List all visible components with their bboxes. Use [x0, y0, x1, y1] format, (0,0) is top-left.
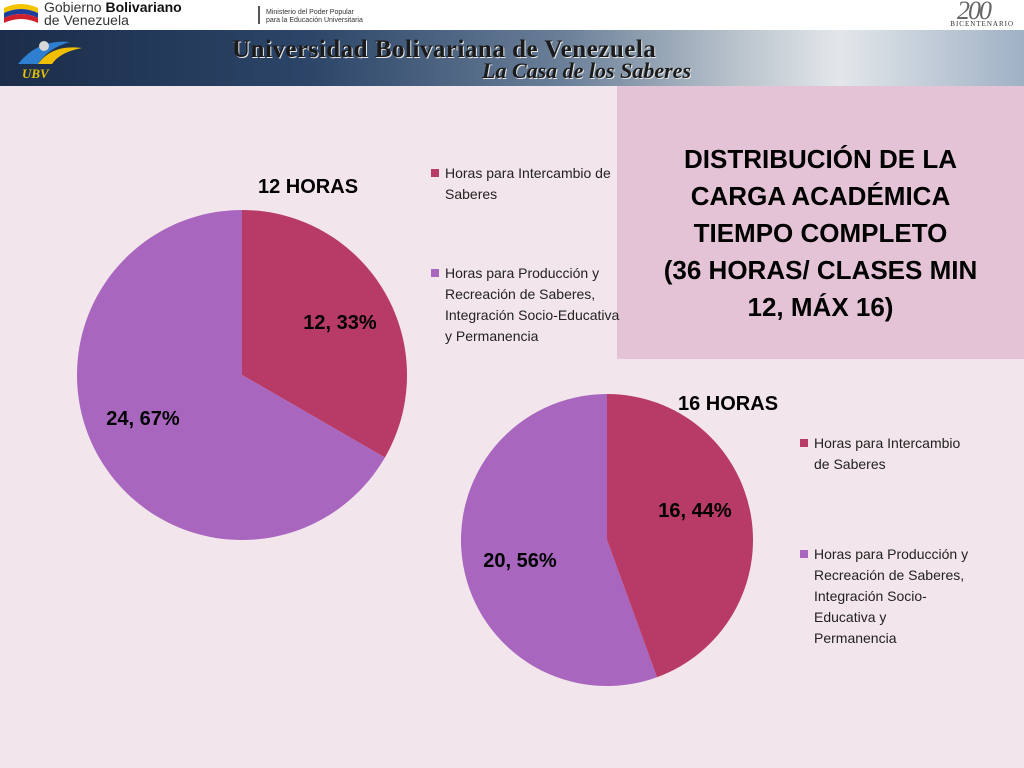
top-bar: Gobierno Bolivariano de Venezuela Minist…: [0, 0, 1024, 30]
banner-title: Universidad Bolivariana de Venezuela: [232, 36, 657, 63]
chart-2-data-label-produccion: 20, 56%: [483, 550, 557, 572]
ministry-text: Ministerio del Poder Popular para la Edu…: [266, 9, 363, 24]
chart-1-legend-label-produccion: Horas para Producción y Recreación de Sa…: [445, 265, 620, 344]
chart-1-slice-intercambio: [242, 210, 407, 458]
chart-2-legend-item-produccion: Horas para Producción y Recreación de Sa…: [800, 544, 1000, 649]
ubv-logo-icon: [18, 41, 82, 64]
chart-1-legend-item-intercambio: Horas para Intercambio de Saberes: [431, 163, 641, 205]
chart-2-slice-intercambio: [607, 394, 754, 678]
chart-2-slice-produccion: [461, 394, 657, 686]
venezuela-flag-icon: [4, 4, 38, 23]
chart-1-legend-swatch-produccion: [431, 269, 439, 277]
chart-2-legend-label-intercambio: Horas para Intercambio de Saberes: [814, 435, 961, 472]
chart-2-legend-label-produccion: Horas para Producción y Recreación de Sa…: [814, 546, 969, 646]
slide-title-box: DISTRIBUCIÓN DE LA CARGA ACADÉMICA TIEMP…: [617, 86, 1024, 359]
chart-2-title: 16 HORAS: [678, 393, 779, 415]
chart-1-legend-label-intercambio: Horas para Intercambio de Saberes: [445, 165, 611, 202]
chart-2-legend-item-intercambio: Horas para Intercambio de Saberes: [800, 433, 1000, 475]
government-logo-text: Gobierno Bolivariano de Venezuela: [44, 0, 182, 28]
chart-1-legend-swatch-intercambio: [431, 169, 439, 177]
bicentennial-logo: 200 BICENTENARIO: [950, 0, 1014, 28]
chart-1-slice-produccion: [76, 210, 385, 540]
chart-1-legend-item-produccion: Horas para Producción y Recreación de Sa…: [431, 263, 641, 347]
chart-2-data-label-intercambio: 16, 44%: [658, 500, 732, 522]
university-banner: UBV Universidad Bolivariana de Venezuela…: [0, 30, 1024, 86]
ubv-label: UBV: [22, 66, 49, 81]
chart-1-title: 12 HORAS: [258, 176, 359, 198]
chart-2-legend-swatch-produccion: [800, 550, 808, 558]
slide-title: DISTRIBUCIÓN DE LA CARGA ACADÉMICA TIEMP…: [663, 144, 978, 322]
chart-1-data-label-produccion: 24, 67%: [106, 408, 180, 430]
header-divider: [258, 6, 260, 24]
chart-1-data-label-intercambio: 12, 33%: [303, 312, 377, 334]
banner-subtitle: La Casa de los Saberes: [482, 58, 691, 83]
chart-2-legend-swatch-intercambio: [800, 439, 808, 447]
